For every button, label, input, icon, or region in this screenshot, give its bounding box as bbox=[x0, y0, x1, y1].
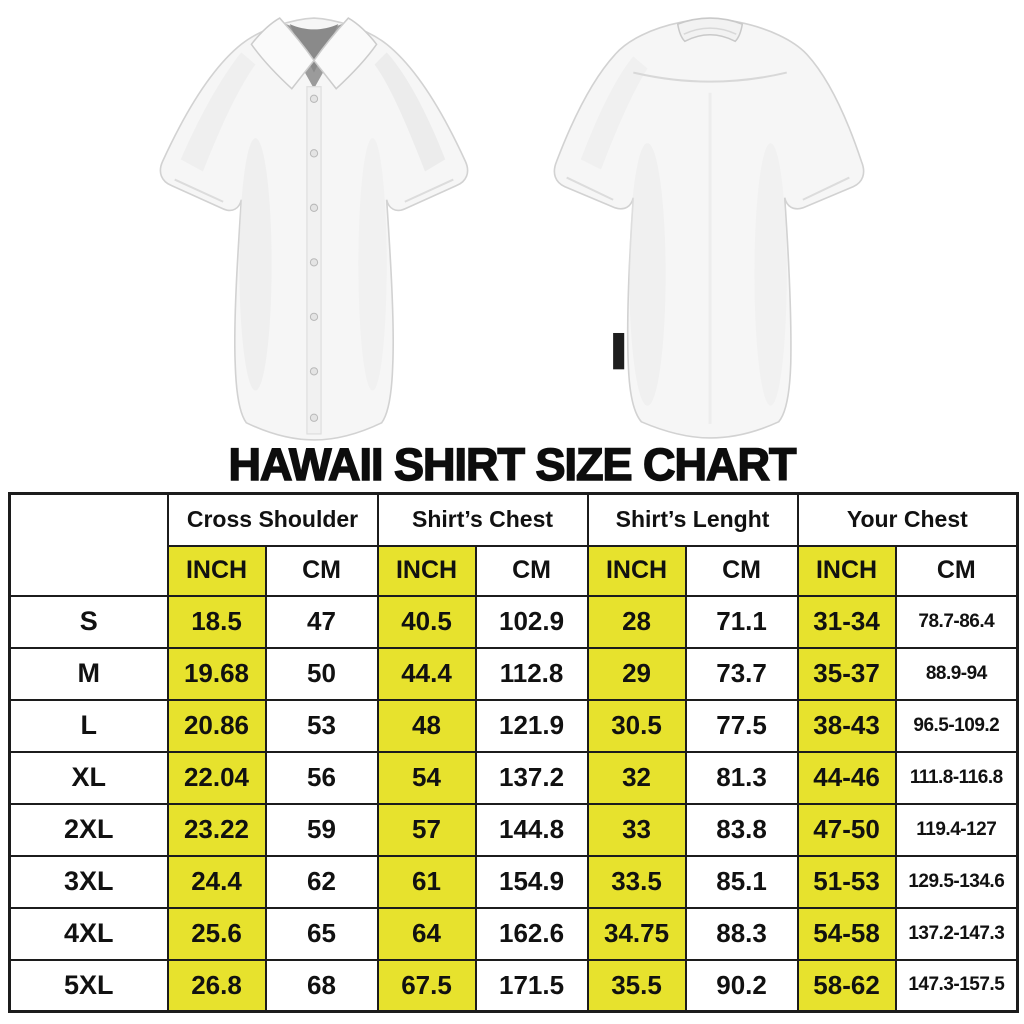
value-cell: 59 bbox=[264, 802, 379, 857]
value-cell: 57 bbox=[376, 802, 477, 857]
size-label: S bbox=[8, 594, 169, 649]
group-header-shirts-chest: Shirt’s Chest bbox=[376, 492, 589, 547]
value-cell: 22.04 bbox=[166, 750, 267, 805]
shirt-front-image bbox=[159, 17, 469, 441]
value-cell: 51-53 bbox=[796, 854, 897, 909]
value-cell: 25.6 bbox=[166, 906, 267, 961]
value-cell: 35-37 bbox=[796, 646, 897, 701]
value-cell: 102.9 bbox=[474, 594, 589, 649]
value-cell: 48 bbox=[376, 698, 477, 753]
value-cell: 61 bbox=[376, 854, 477, 909]
table-row: XL 22.04 56 54 137.2 32 81.3 44-46 111.8… bbox=[8, 750, 1019, 805]
table-row: 2XL 23.22 59 57 144.8 33 83.8 47-50 119.… bbox=[8, 802, 1019, 857]
value-cell: 30.5 bbox=[586, 698, 687, 753]
value-cell: 137.2-147.3 bbox=[894, 906, 1019, 961]
value-cell: 121.9 bbox=[474, 698, 589, 753]
value-cell: 71.1 bbox=[684, 594, 799, 649]
table-row: S 18.5 47 40.5 102.9 28 71.1 31-34 78.7-… bbox=[8, 594, 1019, 649]
value-cell: 88.9-94 bbox=[894, 646, 1019, 701]
group-header-shirts-length: Shirt’s Lenght bbox=[586, 492, 799, 547]
value-cell: 31-34 bbox=[796, 594, 897, 649]
shirt-side-tag bbox=[613, 332, 625, 370]
value-cell: 154.9 bbox=[474, 854, 589, 909]
value-cell: 28 bbox=[586, 594, 687, 649]
group-header-cross-shoulder: Cross Shoulder bbox=[166, 492, 379, 547]
unit-header-inch: INCH bbox=[586, 544, 687, 597]
table-row: 3XL 24.4 62 61 154.9 33.5 85.1 51-53 129… bbox=[8, 854, 1019, 909]
value-cell: 171.5 bbox=[474, 958, 589, 1013]
table-row: 4XL 25.6 65 64 162.6 34.75 88.3 54-58 13… bbox=[8, 906, 1019, 961]
value-cell: 83.8 bbox=[684, 802, 799, 857]
size-label: 3XL bbox=[8, 854, 169, 909]
value-cell: 19.68 bbox=[166, 646, 267, 701]
value-cell: 38-43 bbox=[796, 698, 897, 753]
size-label: 5XL bbox=[8, 958, 169, 1013]
value-cell: 62 bbox=[264, 854, 379, 909]
value-cell: 18.5 bbox=[166, 594, 267, 649]
value-cell: 54 bbox=[376, 750, 477, 805]
value-cell: 32 bbox=[586, 750, 687, 805]
value-cell: 78.7-86.4 bbox=[894, 594, 1019, 649]
value-cell: 90.2 bbox=[684, 958, 799, 1013]
value-cell: 162.6 bbox=[474, 906, 589, 961]
value-cell: 47-50 bbox=[796, 802, 897, 857]
value-cell: 29 bbox=[586, 646, 687, 701]
group-header-your-chest: Your Chest bbox=[796, 492, 1019, 547]
value-cell: 88.3 bbox=[684, 906, 799, 961]
value-cell: 77.5 bbox=[684, 698, 799, 753]
value-cell: 26.8 bbox=[166, 958, 267, 1013]
value-cell: 119.4-127 bbox=[894, 802, 1019, 857]
table-row: L 20.86 53 48 121.9 30.5 77.5 38-43 96.5… bbox=[8, 698, 1019, 753]
value-cell: 65 bbox=[264, 906, 379, 961]
value-cell: 44-46 bbox=[796, 750, 897, 805]
size-label: L bbox=[8, 698, 169, 753]
value-cell: 20.86 bbox=[166, 698, 267, 753]
corner-cell bbox=[8, 492, 169, 597]
unit-header-cm: CM bbox=[264, 544, 379, 597]
value-cell: 67.5 bbox=[376, 958, 477, 1013]
value-cell: 35.5 bbox=[586, 958, 687, 1013]
value-cell: 33.5 bbox=[586, 854, 687, 909]
value-cell: 111.8-116.8 bbox=[894, 750, 1019, 805]
value-cell: 54-58 bbox=[796, 906, 897, 961]
value-cell: 56 bbox=[264, 750, 379, 805]
value-cell: 58-62 bbox=[796, 958, 897, 1013]
shirt-back-image bbox=[553, 17, 865, 439]
value-cell: 44.4 bbox=[376, 646, 477, 701]
value-cell: 85.1 bbox=[684, 854, 799, 909]
value-cell: 147.3-157.5 bbox=[894, 958, 1019, 1013]
value-cell: 144.8 bbox=[474, 802, 589, 857]
value-cell: 23.22 bbox=[166, 802, 267, 857]
size-label: 2XL bbox=[8, 802, 169, 857]
value-cell: 73.7 bbox=[684, 646, 799, 701]
value-cell: 81.3 bbox=[684, 750, 799, 805]
table-row: M 19.68 50 44.4 112.8 29 73.7 35-37 88.9… bbox=[8, 646, 1019, 701]
value-cell: 129.5-134.6 bbox=[894, 854, 1019, 909]
value-cell: 24.4 bbox=[166, 854, 267, 909]
value-cell: 137.2 bbox=[474, 750, 589, 805]
value-cell: 33 bbox=[586, 802, 687, 857]
size-label: 4XL bbox=[8, 906, 169, 961]
value-cell: 34.75 bbox=[586, 906, 687, 961]
size-label: XL bbox=[8, 750, 169, 805]
value-cell: 64 bbox=[376, 906, 477, 961]
value-cell: 47 bbox=[264, 594, 379, 649]
value-cell: 68 bbox=[264, 958, 379, 1013]
page-title: HAWAII SHIRT SIZE CHART bbox=[228, 439, 798, 491]
value-cell: 53 bbox=[264, 698, 379, 753]
unit-header-cm: CM bbox=[684, 544, 799, 597]
unit-header-inch: INCH bbox=[166, 544, 267, 597]
unit-header-inch: INCH bbox=[796, 544, 897, 597]
value-cell: 50 bbox=[264, 646, 379, 701]
size-label: M bbox=[8, 646, 169, 701]
unit-header-cm: CM bbox=[474, 544, 589, 597]
unit-header-inch: INCH bbox=[376, 544, 477, 597]
value-cell: 40.5 bbox=[376, 594, 477, 649]
value-cell: 96.5-109.2 bbox=[894, 698, 1019, 753]
table-row: 5XL 26.8 68 67.5 171.5 35.5 90.2 58-62 1… bbox=[8, 958, 1019, 1013]
value-cell: 112.8 bbox=[474, 646, 589, 701]
size-chart-table: Cross Shoulder Shirt’s Chest Shirt’s Len… bbox=[8, 492, 1020, 1013]
unit-header-cm: CM bbox=[894, 544, 1019, 597]
